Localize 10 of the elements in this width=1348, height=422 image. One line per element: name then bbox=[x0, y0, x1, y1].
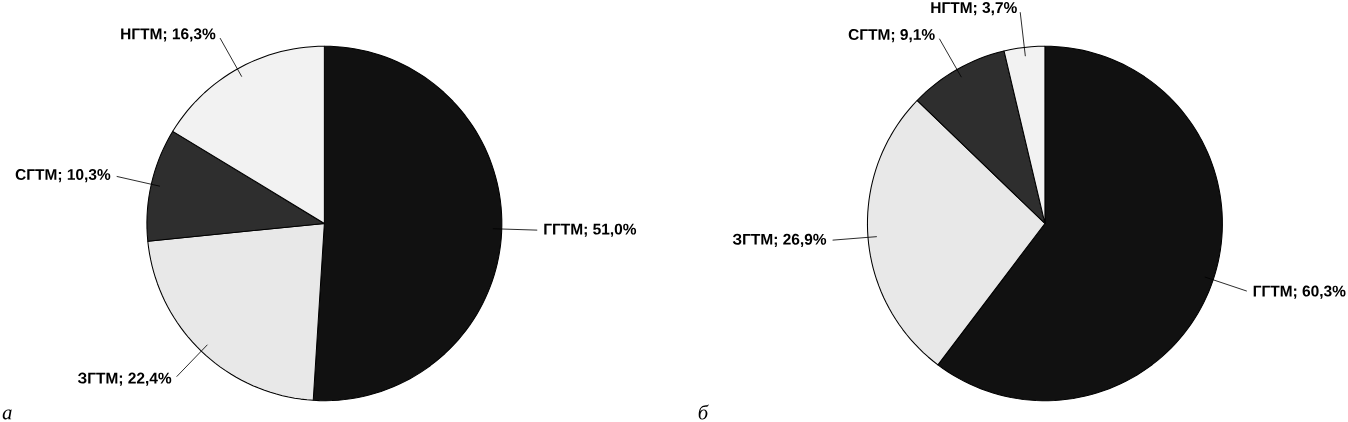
slice-label: НГТМ; 3,7% bbox=[931, 2, 1017, 16]
text: б bbox=[698, 404, 709, 420]
slice-label: СГТМ; 10,3% bbox=[15, 169, 111, 183]
slice-label: ЗГТМ; 22,4% bbox=[77, 372, 172, 387]
slice-label: ГГТМ; 51,0% bbox=[544, 223, 637, 238]
slice-label: ГГТМ; 60,3% bbox=[1253, 285, 1346, 300]
text: а bbox=[2, 409, 12, 420]
slice-label: ЗГТМ; 26,9% bbox=[732, 234, 827, 248]
slice-label: СГТМ; 9,1% bbox=[848, 29, 935, 43]
slice-label: НГТМ; 16,3% bbox=[121, 28, 216, 42]
